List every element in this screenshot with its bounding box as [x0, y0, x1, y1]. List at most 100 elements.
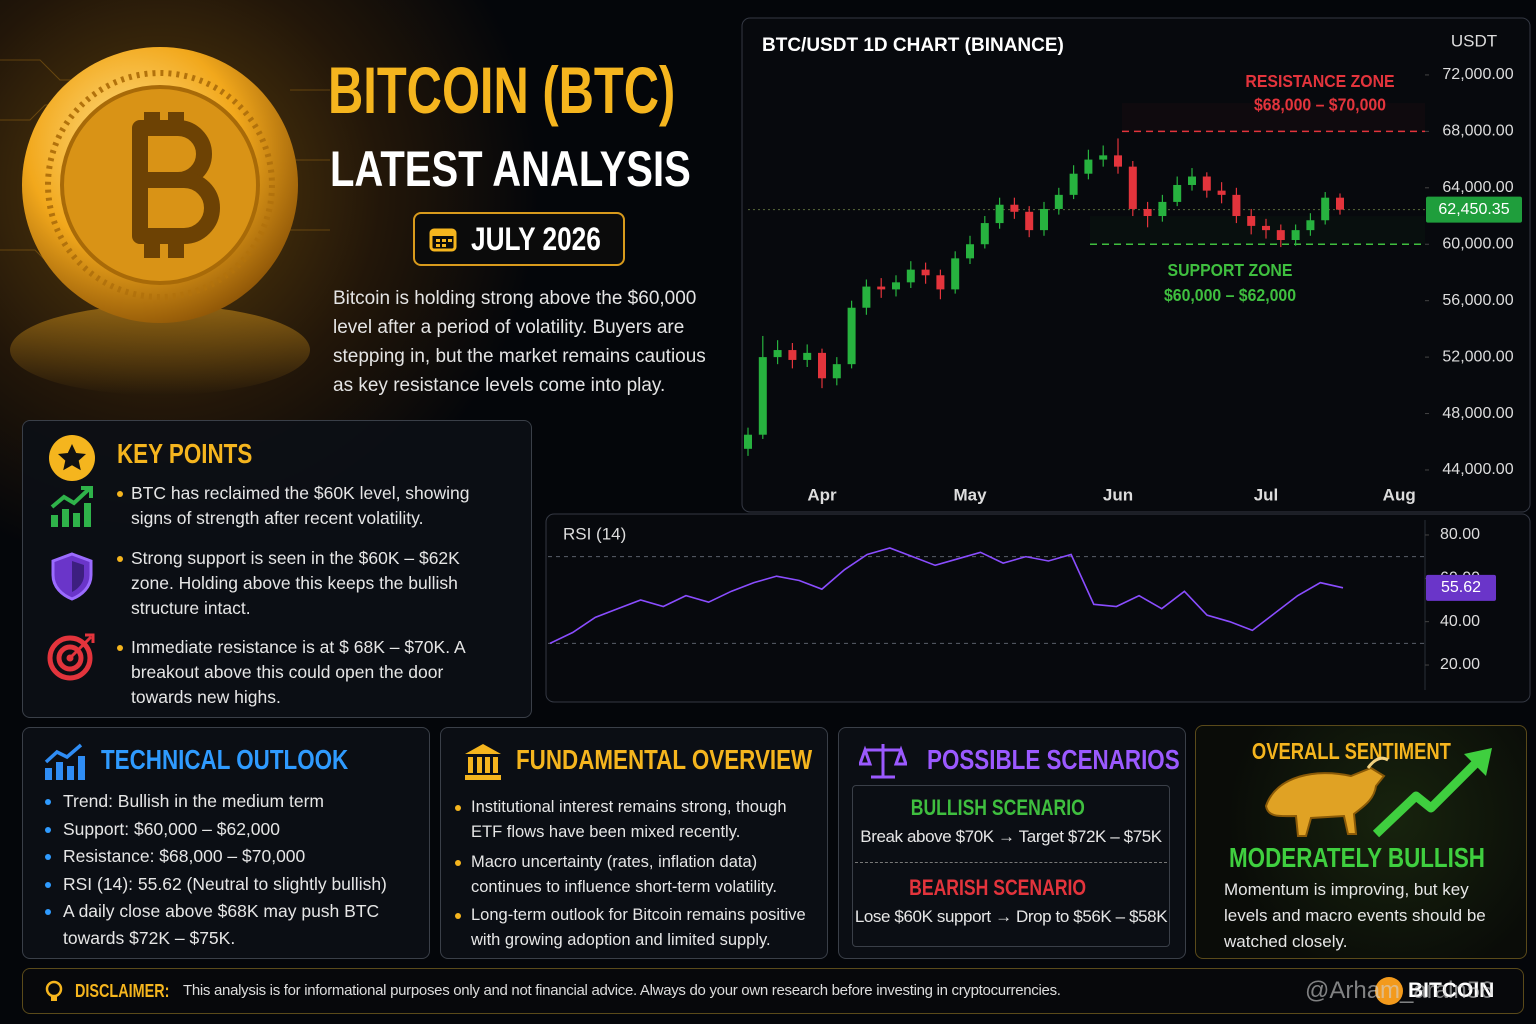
growth-icon	[50, 486, 93, 527]
title-text: BITCOIN (BTC)	[328, 53, 676, 127]
sentiment-verdict: MODERATELY BULLISH	[1196, 843, 1518, 873]
scenarios-box: BULLISH SCENARIO Break above $70K → Targ…	[852, 785, 1170, 947]
rsi-value-label: 55.62	[1441, 579, 1481, 596]
fundamental-item: Institutional interest remains strong, t…	[455, 795, 815, 845]
key-point-text: BTC has reclaimed the $60K level, showin…	[131, 483, 470, 528]
candle-body	[995, 204, 1004, 224]
calendar-icon	[429, 228, 457, 252]
outlook-text: A daily close above $68K may push BTC to…	[63, 901, 380, 948]
x-tick-label: May	[953, 485, 987, 504]
key-point-text: Immediate resistance is at $ 68K – $70K.…	[131, 637, 465, 707]
candle-body	[1188, 176, 1196, 185]
outlook-text: RSI (14): 55.62 (Neutral to slightly bul…	[63, 874, 387, 894]
candle-body	[1069, 173, 1078, 195]
sentiment-title-text: OVERALL SENTIMENT	[1251, 738, 1451, 764]
outlook-item: A daily close above $68K may push BTC to…	[45, 898, 385, 952]
candle-body	[832, 364, 841, 379]
y-tick-label: 20.00	[1440, 656, 1480, 673]
y-tick-label: 64,000.00	[1442, 179, 1513, 196]
candle-body	[1054, 194, 1063, 209]
bearish-title-text: BEARISH SCENARIO	[909, 875, 1087, 900]
y-tick-label: 44,000.00	[1442, 461, 1513, 478]
key-points-title-text: KEY POINTS	[117, 438, 253, 469]
candle-body	[1114, 155, 1122, 167]
candle-body	[1010, 204, 1019, 212]
key-point: BTC has reclaimed the $60K level, showin…	[117, 481, 502, 531]
fundamental-panel: FUNDAMENTAL OVERVIEW Institutional inter…	[440, 727, 828, 959]
candle-body	[892, 282, 900, 290]
bearish-title: BEARISH SCENARIO	[853, 876, 1143, 900]
y-axis-label: USDT	[1451, 31, 1497, 50]
bullish-title-text: BULLISH SCENARIO	[910, 795, 1086, 820]
disclaimer-label-text: DISCLAIMER:	[75, 981, 170, 1001]
coin-art	[0, 47, 330, 395]
y-tick-label: 60,000.00	[1442, 235, 1513, 252]
fundamental-text: Macro uncertainty (rates, inflation data…	[471, 853, 777, 896]
candle-body	[1173, 184, 1182, 202]
outlook-text: Trend: Bullish in the medium term	[63, 791, 324, 811]
candle-body	[788, 350, 797, 360]
disclaimer-label: DISCLAIMER:	[75, 981, 193, 1001]
chart-icon	[44, 743, 85, 780]
target-icon	[47, 633, 95, 681]
disclaimer-text: This analysis is for informational purpo…	[183, 982, 1061, 999]
subtitle: LATEST ANALYSIS	[330, 140, 781, 198]
technical-title-text: TECHNICAL OUTLOOK	[101, 744, 349, 775]
divider	[855, 862, 1167, 863]
y-tick-label: 48,000.00	[1442, 405, 1513, 422]
badge: BITCOIN	[1408, 979, 1495, 1002]
y-tick-label: 52,000.00	[1442, 348, 1513, 365]
outlook-text: Resistance: $68,000 – $70,000	[63, 846, 306, 866]
bullish-text: Break above $70K → Target $72K – $75K	[860, 827, 1162, 846]
key-point-text: Strong support is seen in the $60K – $62…	[131, 548, 460, 618]
candle-body	[803, 352, 812, 360]
x-tick-label: Apr	[807, 485, 837, 504]
candle-body	[980, 223, 989, 245]
fundamental-title-text: FUNDAMENTAL OVERVIEW	[516, 744, 813, 775]
scales-icon	[859, 744, 907, 779]
price-label: 62,450.35	[1438, 201, 1509, 218]
candle-body	[847, 307, 856, 365]
bearish-text: Lose $60K support → Drop to $56K – $58K	[854, 907, 1168, 926]
star-icon	[49, 435, 95, 481]
resistance-zone	[1122, 103, 1425, 132]
bullish-title: BULLISH SCENARIO	[853, 796, 1143, 820]
fundamental-text: Institutional interest remains strong, t…	[471, 798, 787, 841]
rsi-badge	[1426, 574, 1496, 601]
fundamental-title: FUNDAMENTAL OVERVIEW	[516, 745, 886, 775]
scenarios-panel: POSSIBLE SCENARIOS BULLISH SCENARIO Brea…	[838, 727, 1186, 959]
candle-body	[1321, 197, 1330, 221]
candle-body	[966, 244, 974, 259]
outlook-item: Trend: Bullish in the medium term	[45, 788, 415, 815]
candle-body	[1202, 176, 1211, 191]
fundamental-item: Long-term outlook for Bitcoin remains po…	[455, 903, 815, 953]
candle-body	[1158, 201, 1167, 217]
bank-icon	[465, 744, 501, 780]
disclaimer-bar: DISCLAIMER: This analysis is for informa…	[22, 968, 1524, 1014]
technical-panel: TECHNICAL OUTLOOK Trend: Bullish in the …	[22, 727, 430, 959]
candle-body	[1217, 190, 1226, 195]
candle-body	[1291, 230, 1300, 241]
x-tick-label: Aug	[1383, 485, 1416, 504]
resistance-title: RESISTANCE ZONE	[1245, 71, 1394, 91]
price-badge	[1426, 196, 1522, 223]
candle-body	[1084, 159, 1093, 174]
title: BITCOIN (BTC)	[328, 52, 797, 128]
rsi-panel	[545, 513, 1531, 703]
scenarios-title: POSSIBLE SCENARIOS	[927, 745, 1243, 775]
sentiment-panel: OVERALL SENTIMENT MODERATELY BULLISH Mom…	[1195, 725, 1527, 959]
rsi-title: RSI (14)	[563, 524, 626, 543]
candle-body	[921, 269, 930, 276]
candle-body	[744, 434, 752, 449]
date-text: JULY 2026	[471, 221, 601, 257]
candle-body	[1128, 166, 1137, 209]
y-tick-label: 68,000.00	[1442, 123, 1513, 140]
candle-body	[1099, 155, 1108, 160]
resistance-label: $68,000 – $70,000	[1254, 95, 1386, 115]
candle-body	[1025, 211, 1034, 231]
intro: Bitcoin is holding strong above the $60,…	[333, 288, 706, 396]
y-tick-label: 80.00	[1440, 526, 1480, 543]
candle-body	[818, 352, 826, 379]
